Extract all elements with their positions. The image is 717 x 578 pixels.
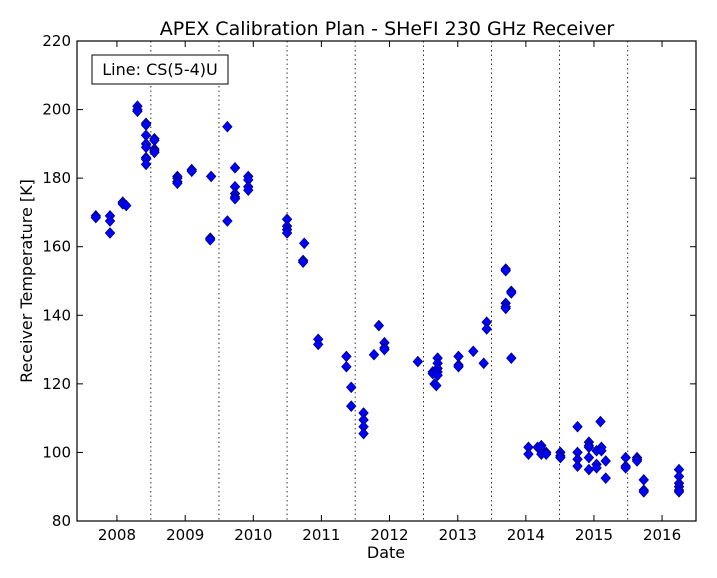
data-point — [431, 379, 442, 392]
data-point — [346, 381, 357, 394]
data-point — [358, 427, 369, 440]
axis-ticks: 80 100 120 140 160 180 200 220 2008 2009 2010 2011 2… — [42, 32, 696, 544]
plot-border — [76, 40, 697, 522]
y-tick-label: 220 — [42, 32, 71, 50]
data-point — [595, 415, 606, 428]
data-point — [172, 177, 183, 190]
x-tick-label: 2016 — [643, 526, 681, 544]
data-point — [638, 486, 649, 498]
data-point — [90, 211, 102, 224]
x-tick-label: 2012 — [370, 526, 408, 544]
y-tick-label: 140 — [42, 306, 71, 324]
x-tick-label: 2011 — [302, 526, 340, 544]
data-point — [572, 460, 583, 472]
data-point — [281, 227, 293, 239]
data-point — [368, 348, 380, 361]
y-tick-label: 160 — [42, 238, 71, 256]
gridlines — [150, 41, 629, 521]
data-point — [412, 355, 424, 368]
data-point — [478, 357, 489, 370]
data-point — [121, 199, 132, 212]
data-point — [596, 444, 607, 457]
data-point — [481, 323, 492, 335]
legend-text: Line: CS(5-4)U — [102, 60, 217, 79]
data-point — [620, 462, 631, 474]
data-point — [631, 455, 643, 467]
data-point — [540, 448, 552, 460]
data-point — [506, 352, 517, 364]
y-tick-label: 100 — [42, 443, 71, 461]
data-point — [453, 360, 464, 373]
data-point — [555, 451, 566, 464]
legend-box — [91, 54, 229, 85]
chart-title: APEX Calibration Plan - SHeFI 230 GHz Re… — [160, 18, 615, 40]
data-point — [432, 369, 443, 382]
data-point — [600, 472, 611, 484]
x-tick-label: 2015 — [575, 526, 613, 544]
data-point — [583, 451, 595, 464]
data-point — [229, 192, 241, 205]
x-axis-label: Date — [367, 543, 405, 562]
data-point — [346, 400, 357, 412]
data-point — [204, 234, 216, 246]
x-tick-label: 2014 — [507, 526, 545, 544]
data-point — [373, 319, 385, 332]
data-point — [468, 345, 479, 358]
data-point — [222, 120, 233, 133]
legend: Line: CS(5-4)U — [91, 54, 229, 85]
data-point — [222, 215, 233, 227]
data-point — [205, 170, 217, 183]
data-point — [506, 287, 517, 299]
data-point — [523, 448, 534, 460]
data-point — [140, 158, 152, 171]
y-tick-label: 80 — [52, 512, 71, 530]
data-points — [90, 100, 685, 498]
data-point — [104, 227, 116, 239]
data-point — [379, 343, 390, 356]
data-point — [500, 302, 511, 315]
data-point — [591, 462, 602, 474]
x-tick-label: 2008 — [98, 526, 136, 544]
data-point — [132, 105, 143, 118]
data-point — [341, 360, 352, 373]
y-axis-label: Receiver Temperature [K] — [17, 179, 36, 383]
data-point — [243, 184, 254, 196]
x-tick-label: 2010 — [234, 526, 272, 544]
data-point — [500, 264, 511, 277]
data-point — [186, 165, 197, 178]
data-point — [572, 420, 583, 433]
data-point — [299, 237, 310, 250]
data-point — [149, 146, 160, 159]
data-point — [600, 455, 611, 467]
x-tick-label: 2013 — [439, 526, 477, 544]
data-point — [297, 256, 309, 268]
y-tick-label: 120 — [42, 375, 71, 393]
x-tick-label: 2009 — [166, 526, 204, 544]
y-tick-label: 180 — [42, 169, 71, 187]
data-point — [104, 215, 116, 227]
data-point — [673, 486, 685, 498]
data-point — [313, 338, 324, 351]
data-point — [229, 162, 241, 174]
y-tick-label: 200 — [42, 101, 71, 119]
